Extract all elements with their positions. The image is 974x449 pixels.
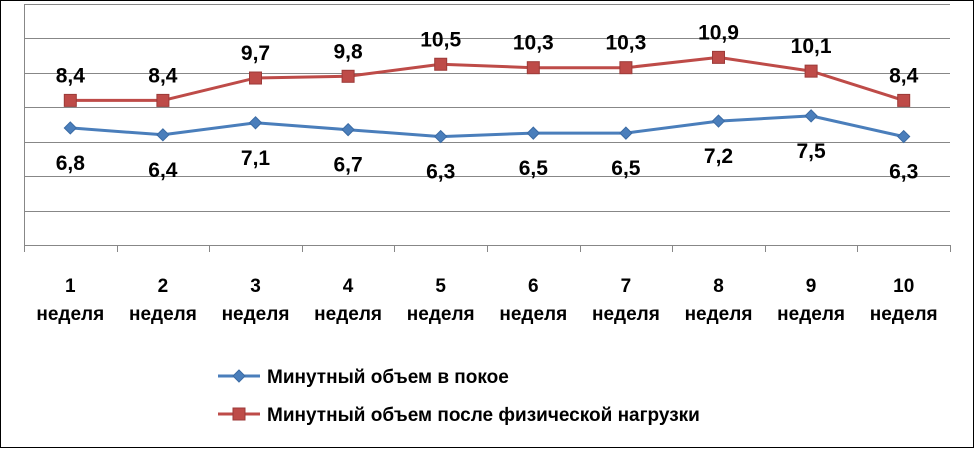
x-tick-label: неделя [314,304,382,325]
x-tick-label: неделя [222,304,290,325]
x-tick-label: 8 [713,276,724,297]
data-label: 10,3 [605,32,646,55]
data-label: 10,1 [791,35,832,58]
legend-marker-diamond [232,369,246,383]
series-line-2 [70,55,905,102]
data-point-square [619,61,633,75]
data-label: 9,8 [333,40,363,63]
data-point-diamond [619,126,633,140]
data-point-diamond [711,114,726,128]
data-point-diamond [896,129,911,144]
x-tick-label: неделя [36,304,104,325]
data-point-square [712,50,725,64]
data-label: 6,7 [333,154,362,177]
x-tick-label: неделя [592,304,660,325]
data-point-square [897,93,911,107]
data-point-square [804,64,818,78]
x-tick-label: неделя [777,304,845,325]
x-tick-label: 5 [435,276,446,297]
data-label: 10,9 [698,21,739,44]
x-tick-label: неделя [499,304,567,325]
data-point-diamond [433,129,448,144]
legend-label: Минутный объем после физической нагрузки [267,405,700,426]
x-tick-label: 7 [621,276,632,297]
x-tick-label: 10 [893,276,914,297]
data-point-square [63,93,77,107]
data-label: 6,4 [148,159,178,182]
data-label: 10,5 [420,28,461,51]
x-tick-label: неделя [870,304,938,325]
data-label: 6,5 [519,157,549,180]
x-tick-label: неделя [685,304,753,325]
legend-label: Минутный объем в покое [267,367,509,388]
data-label: 9,7 [241,42,270,65]
data-point-square [341,69,355,83]
x-tick-label: 4 [343,276,354,297]
data-label: 8,4 [56,64,86,87]
data-point-square [156,93,170,107]
x-tick-label: 6 [528,276,539,297]
data-label: 6,8 [56,152,86,175]
data-label: 7,1 [241,147,271,170]
x-tick-label: неделя [129,304,197,325]
data-point-square [434,57,448,71]
data-label: 7,5 [796,140,826,163]
data-point-diamond [248,116,263,130]
data-point-diamond [63,121,78,135]
series-line-1 [70,114,905,139]
data-label: 10,3 [513,32,554,55]
data-point-diamond [156,128,170,142]
data-label: 8,4 [889,64,919,87]
x-tick-label: 2 [158,276,169,297]
data-label: 7,2 [704,145,733,168]
data-point-square [526,61,540,75]
data-label: 6,3 [889,161,918,184]
legend-marker-square [232,407,246,421]
data-label: 6,3 [426,161,455,184]
data-label: 6,5 [611,157,641,180]
data-point-diamond [804,109,818,123]
x-tick-label: 9 [806,276,817,297]
data-point-diamond [526,126,541,140]
x-tick-label: неделя [407,304,475,325]
data-point-square [249,71,262,85]
x-tick-label: 3 [250,276,261,297]
data-label: 8,4 [148,64,178,87]
x-tick-label: 1 [65,276,76,297]
data-point-diamond [341,122,355,137]
